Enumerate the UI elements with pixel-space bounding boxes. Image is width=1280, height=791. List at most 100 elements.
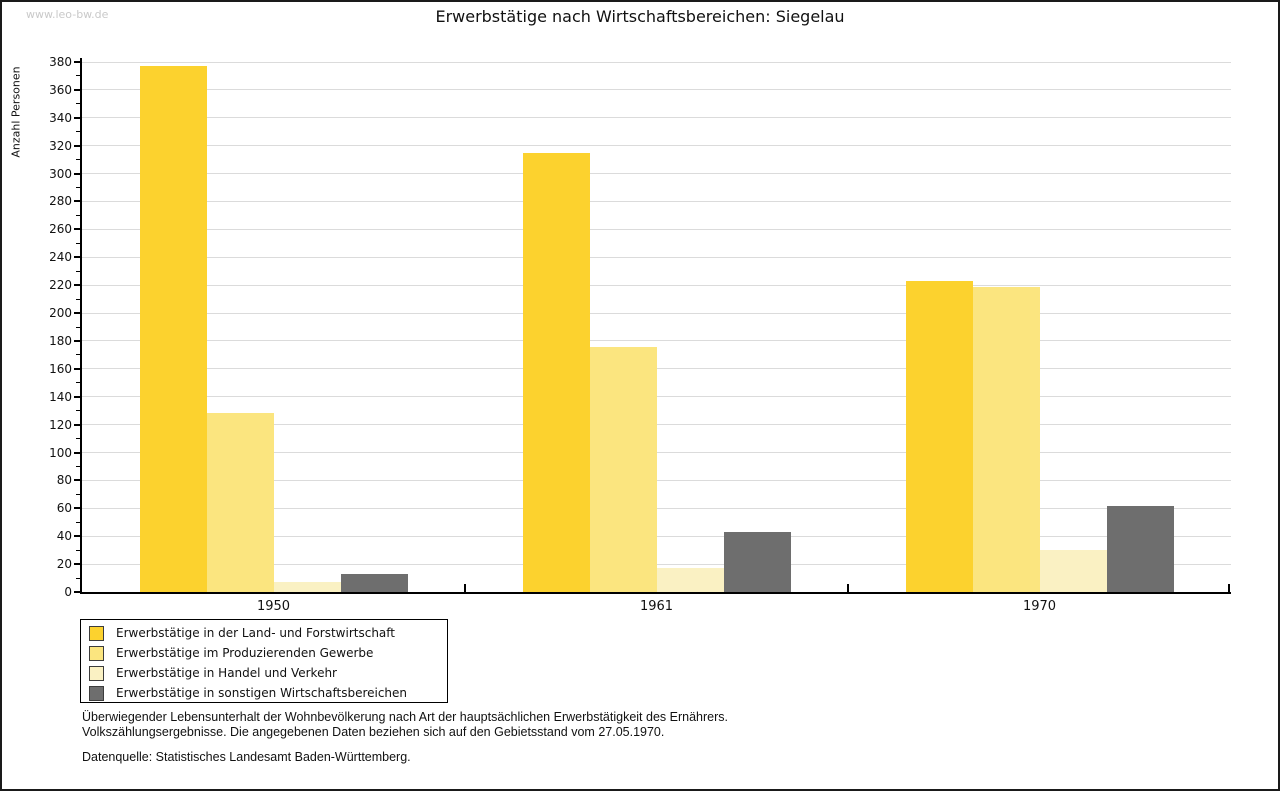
gridline	[82, 228, 1231, 230]
gridline	[82, 312, 1231, 314]
y-tick-major	[74, 395, 80, 398]
legend-swatch-icon	[89, 645, 104, 661]
y-tick-minor	[76, 103, 80, 105]
legend-swatch-icon	[89, 625, 104, 641]
y-tick-major	[74, 367, 80, 370]
y-tick-major	[74, 507, 80, 510]
bar	[206, 413, 274, 592]
data-source-text: Datenquelle: Statistisches Landesamt Bad…	[82, 750, 411, 764]
gridline	[82, 61, 1231, 63]
y-tick-minor	[76, 131, 80, 133]
legend-label: Erwerbstätige im Produzierenden Gewerbe	[116, 646, 374, 660]
legend-label: Erwerbstätige in der Land- und Forstwirt…	[116, 626, 395, 640]
y-tick-minor	[76, 214, 80, 216]
y-tick-label: 260	[49, 222, 72, 237]
y-tick-label: 300	[49, 166, 72, 181]
bar	[1106, 505, 1174, 592]
legend-swatch-icon	[89, 685, 104, 701]
gridline	[82, 173, 1231, 175]
y-tick-major	[74, 88, 80, 91]
gridline	[82, 117, 1231, 119]
footnote-line-1: Überwiegender Lebensunterhalt der Wohnbe…	[82, 710, 728, 724]
bar	[656, 568, 724, 592]
y-tick-label: 380	[49, 55, 72, 69]
y-tick-label: 320	[49, 138, 72, 153]
x-axis-label: 1970	[1022, 599, 1057, 614]
y-tick-label: 180	[49, 333, 72, 348]
bar	[905, 280, 973, 592]
gridline	[82, 535, 1231, 537]
y-tick-label: 340	[49, 110, 72, 125]
y-tick-minor	[76, 410, 80, 412]
y-tick-label: 20	[56, 557, 72, 572]
y-tick-minor	[76, 242, 80, 244]
gridline	[82, 89, 1231, 91]
y-tick-minor	[76, 298, 80, 300]
bar	[1039, 550, 1107, 592]
gridline	[82, 424, 1231, 426]
y-tick-label: 200	[49, 306, 72, 321]
y-tick-major	[74, 172, 80, 175]
bar	[589, 346, 657, 592]
gridline	[82, 340, 1231, 342]
footnote-line-2: Volkszählungsergebnisse. Die angegebenen…	[82, 724, 665, 739]
legend-item: Erwerbstätige in der Land- und Forstwirt…	[81, 623, 447, 643]
y-tick-major	[74, 312, 80, 315]
y-tick-major	[74, 256, 80, 259]
y-tick-major	[74, 116, 80, 119]
y-tick-minor	[76, 493, 80, 495]
y-tick-minor	[76, 549, 80, 551]
y-tick-label: 100	[49, 445, 72, 460]
gridline	[82, 256, 1231, 258]
bar	[522, 152, 590, 592]
y-tick-label: 80	[56, 473, 72, 488]
y-tick-label: 360	[49, 82, 72, 97]
chart-title: Erwerbstätige nach Wirtschaftsbereichen:…	[435, 7, 845, 26]
legend-label: Erwerbstätige in sonstigen Wirtschaftsbe…	[116, 686, 408, 700]
bar	[139, 66, 207, 592]
y-axis-title: Anzahl Personen	[9, 66, 23, 158]
y-tick-major	[74, 339, 80, 342]
y-tick-major	[74, 423, 80, 426]
y-tick-minor	[76, 521, 80, 523]
y-tick-major	[74, 451, 80, 454]
y-tick-minor	[76, 159, 80, 161]
x-axis-label: 1950	[256, 599, 291, 614]
x-tick	[464, 584, 466, 592]
gridline	[82, 452, 1231, 454]
y-tick-label: 60	[56, 501, 72, 516]
bar	[972, 286, 1040, 592]
y-tick-minor	[76, 577, 80, 579]
gridline	[82, 200, 1231, 202]
x-tick	[1228, 584, 1230, 592]
x-axis-line	[80, 592, 1231, 594]
gridline	[82, 396, 1231, 398]
y-tick-major	[74, 61, 80, 63]
y-tick-label: 220	[49, 278, 72, 293]
y-tick-label: 280	[49, 194, 72, 209]
y-tick-major	[74, 591, 80, 593]
plot-area: 0 20 40 60 80 100 120 140 160 180 200 220 240 260 280 3…	[49, 55, 1231, 614]
y-tick-label: 120	[49, 417, 72, 432]
y-tick-minor	[76, 270, 80, 272]
gridline	[82, 507, 1231, 509]
gridline	[82, 145, 1231, 147]
x-tick	[847, 584, 849, 592]
y-tick-major	[74, 200, 80, 203]
y-tick-label: 240	[49, 250, 72, 265]
y-tick-major	[74, 144, 80, 147]
watermark: www.leo-bw.de	[26, 8, 109, 21]
y-tick-label: 160	[49, 361, 72, 376]
gridline	[82, 368, 1231, 370]
y-tick-minor	[76, 438, 80, 440]
legend-item: Erwerbstätige in sonstigen Wirtschaftsbe…	[81, 683, 447, 703]
legend-item: Erwerbstätige in Handel und Verkehr	[81, 663, 447, 683]
x-axis-label: 1961	[639, 599, 674, 614]
legend-label: Erwerbstätige in Handel und Verkehr	[116, 666, 337, 680]
footnote-text: Überwiegender Lebensunterhalt der Wohnbe…	[82, 710, 728, 739]
bar	[723, 532, 791, 592]
y-tick-major	[74, 228, 80, 231]
y-tick-major	[74, 563, 80, 566]
legend-item: Erwerbstätige im Produzierenden Gewerbe	[81, 643, 447, 663]
y-tick-minor	[76, 187, 80, 189]
